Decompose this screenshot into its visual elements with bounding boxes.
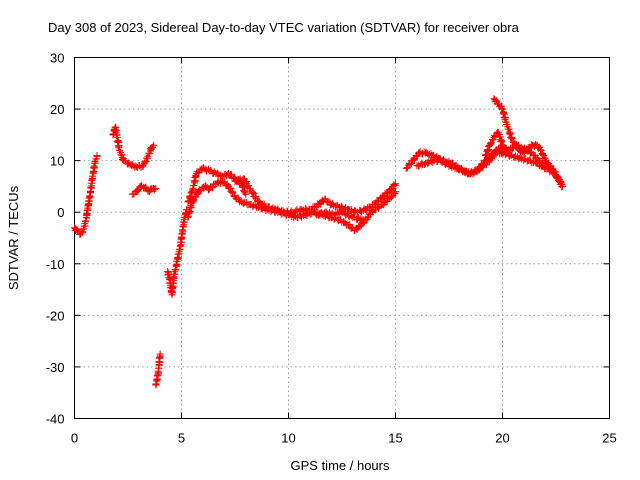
data-point-markers (109, 123, 158, 171)
y-tick-label: 10 (50, 154, 64, 169)
y-axis-label: SDTVAR / TECUs (6, 185, 21, 290)
x-tick-label: 25 (602, 431, 616, 446)
series-sdtvar (71, 95, 566, 389)
y-tick-label: -40 (46, 412, 65, 427)
grid (74, 57, 610, 419)
data-point-markers (152, 350, 164, 389)
x-tick-label: 15 (388, 431, 402, 446)
y-tick-label: 30 (50, 51, 64, 66)
plot-frame (74, 57, 610, 419)
x-axis-label: GPS time / hours (291, 458, 390, 473)
y-tick-labels: 30 20 10 0 -10 -20 -30 -40 (46, 51, 65, 427)
data-point-markers (71, 152, 101, 238)
data-point-markers (312, 207, 367, 225)
data-point-markers (490, 95, 566, 190)
data-point-markers (481, 128, 511, 159)
y-tick-label: -20 (46, 308, 65, 323)
data-point-markers (413, 148, 549, 178)
x-tick-labels: 0 5 10 15 20 25 (71, 431, 617, 446)
data-point-markers (128, 182, 160, 198)
y-tick-label: 20 (50, 102, 64, 117)
y-tick-label: -30 (46, 360, 65, 375)
x-tick-label: 20 (495, 431, 509, 446)
data-point-markers (231, 175, 399, 217)
data-point-markers (184, 177, 399, 235)
chart-title: Day 308 of 2023, Sidereal Day-to-day VTE… (48, 20, 520, 35)
data-point-markers (184, 164, 250, 206)
y-tick-label: -10 (46, 257, 65, 272)
axis-ticks (74, 57, 610, 419)
x-tick-label: 0 (71, 431, 78, 446)
x-tick-label: 5 (178, 431, 185, 446)
x-tick-label: 10 (281, 431, 295, 446)
data-point-markers (164, 206, 191, 299)
y-tick-label: 0 (57, 205, 64, 220)
